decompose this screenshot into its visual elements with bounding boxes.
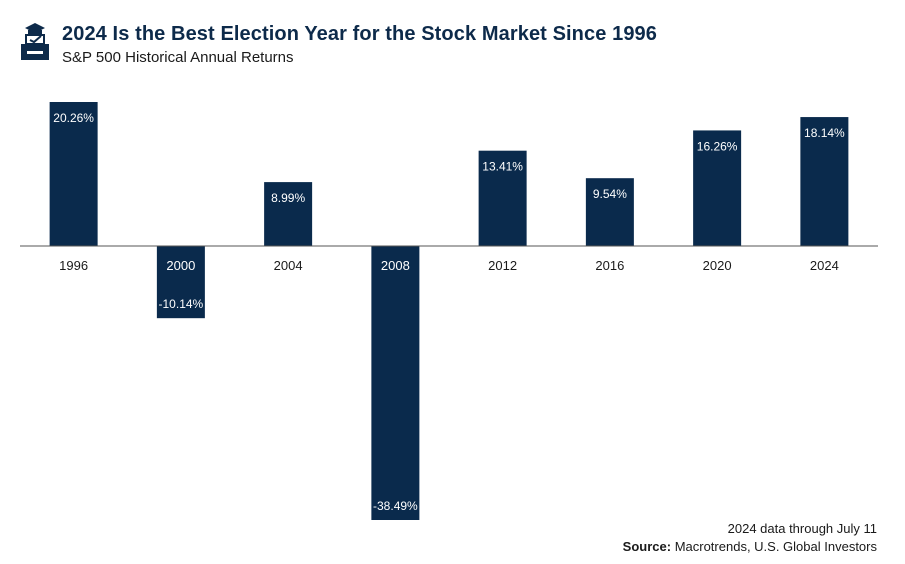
x-tick-2000: 2000 xyxy=(166,258,195,273)
bar-2008 xyxy=(371,246,420,520)
x-tick-2024: 2024 xyxy=(810,258,839,273)
bar-2012 xyxy=(478,150,527,246)
x-tick-2008: 2008 xyxy=(381,258,410,273)
chart-header: 2024 Is the Best Election Year for the S… xyxy=(18,22,657,68)
chart-title: 2024 Is the Best Election Year for the S… xyxy=(62,23,657,45)
source-line: Source: Macrotrends, U.S. Global Investo… xyxy=(623,538,877,556)
data-label-2008: -38.49% xyxy=(373,499,418,513)
source-label: Source: xyxy=(622,539,672,554)
data-label-2024: 18.14% xyxy=(804,126,845,140)
bar-1996 xyxy=(49,102,98,246)
data-label-2020: 16.26% xyxy=(697,139,738,153)
bar-2016 xyxy=(585,178,634,246)
chart-subtitle: S&P 500 Historical Annual Returns xyxy=(62,49,294,66)
x-tick-1996: 1996 xyxy=(59,258,88,273)
chart-footer: 2024 data through July 11 Source: Macrot… xyxy=(623,520,877,556)
x-tick-2012: 2012 xyxy=(488,258,517,273)
data-label-2004: 8.99% xyxy=(271,191,305,205)
data-label-2000: -10.14% xyxy=(159,297,204,311)
data-label-2016: 9.54% xyxy=(593,187,627,201)
source-text: Macrotrends, U.S. Global Investors xyxy=(671,539,877,554)
bar-2000 xyxy=(156,246,205,319)
bar-2024 xyxy=(800,117,849,246)
bar-2004 xyxy=(264,182,313,246)
data-note: 2024 data through July 11 xyxy=(727,521,877,536)
data-label-1996: 20.26% xyxy=(53,111,94,125)
x-tick-2016: 2016 xyxy=(595,258,624,273)
data-label-2012: 13.41% xyxy=(482,160,523,174)
bar-2020 xyxy=(693,130,742,246)
x-tick-2020: 2020 xyxy=(703,258,732,273)
x-tick-2004: 2004 xyxy=(274,258,303,273)
ballot-box-icon xyxy=(21,23,49,60)
